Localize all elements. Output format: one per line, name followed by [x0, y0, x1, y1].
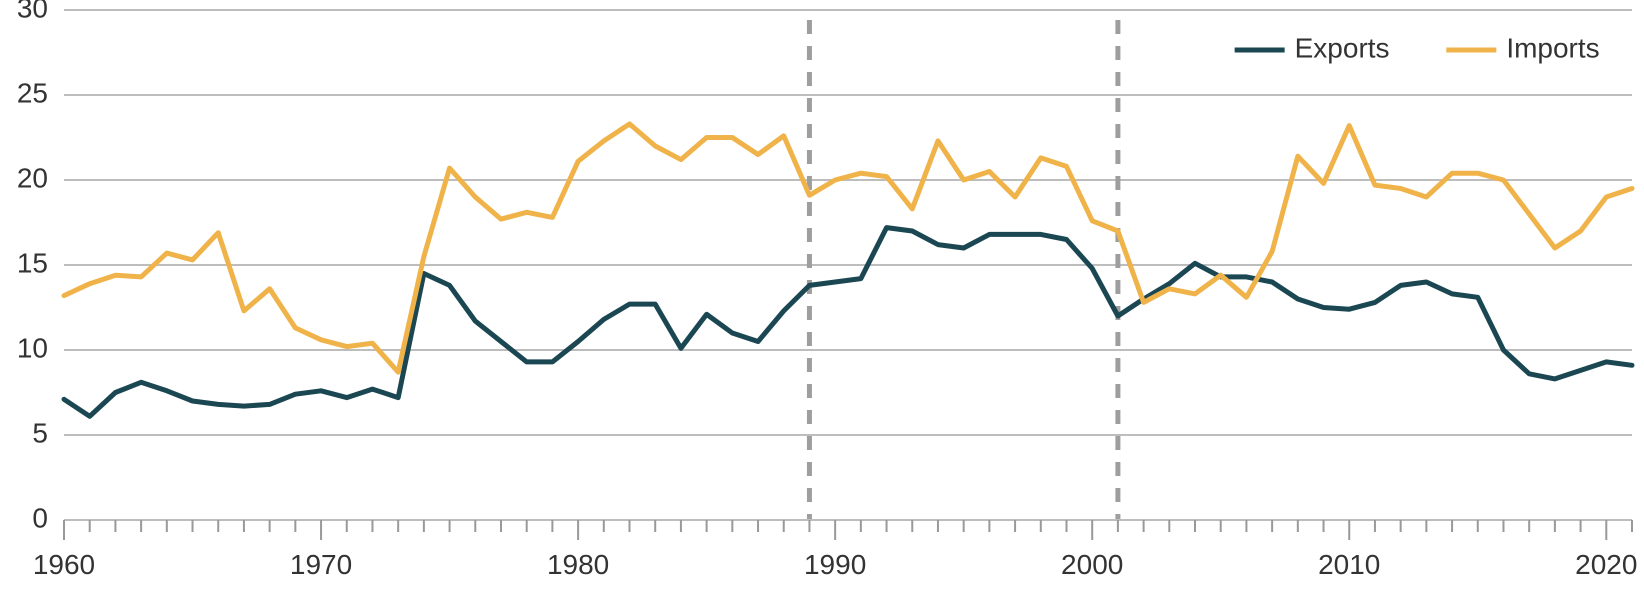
y-axis-label: 15 — [17, 247, 48, 278]
x-axis-label: 1970 — [290, 549, 352, 580]
chart-bg — [0, 0, 1644, 607]
exports-imports-chart: 0 5 10 15 20 25 30 1960 1970 1980 1990 2000 2010 2020… — [0, 0, 1644, 607]
y-axis-label: 30 — [17, 0, 48, 23]
y-axis-label: 20 — [17, 162, 48, 193]
x-axis-label: 1990 — [804, 549, 866, 580]
y-axis-label: 10 — [17, 332, 48, 363]
x-axis-label: 2020 — [1575, 549, 1637, 580]
y-axis-label: 5 — [32, 417, 48, 448]
x-axis-label: 2000 — [1061, 549, 1123, 580]
x-axis-label: 1980 — [547, 549, 609, 580]
x-axis-label: 2010 — [1318, 549, 1380, 580]
legend-label: Exports — [1295, 32, 1390, 63]
y-axis-label: 25 — [17, 77, 48, 108]
legend-label: Imports — [1506, 32, 1599, 63]
x-axis-label: 1960 — [33, 549, 95, 580]
y-axis-label: 0 — [32, 502, 48, 533]
chart-svg: 0 5 10 15 20 25 30 1960 1970 1980 1990 2000 2010 2020… — [0, 0, 1644, 607]
